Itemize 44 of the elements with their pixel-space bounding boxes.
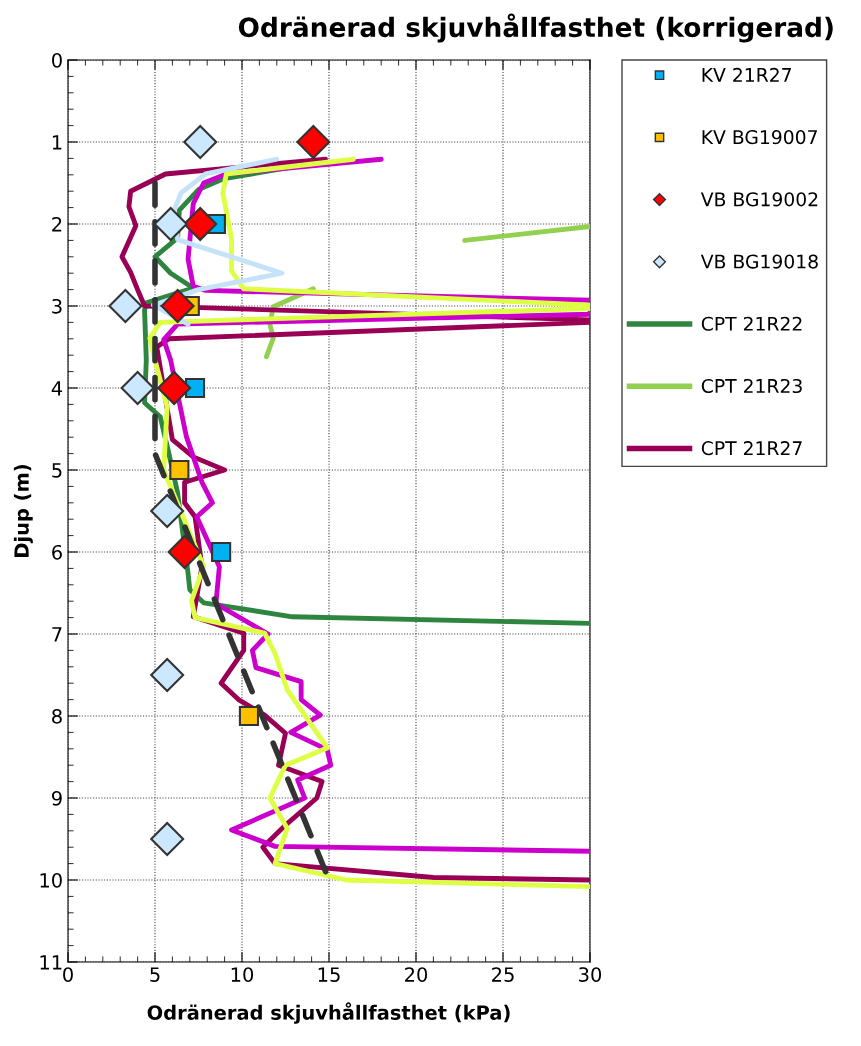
legend-label: CPT 21R27 <box>701 441 802 456</box>
y-tick-label: 2 <box>52 216 62 232</box>
y-tick-label: 4 <box>51 381 63 396</box>
legend-label: KV 21R27 <box>702 67 791 82</box>
point <box>183 125 218 159</box>
x-tick-label: 10 <box>231 967 254 982</box>
y-tick-label: 5 <box>52 463 62 478</box>
point <box>157 371 192 405</box>
legend-label: VB BG19018 <box>700 254 818 269</box>
legend-label: CPT 21R22 <box>701 316 802 331</box>
x-tick-label: 30 <box>579 967 602 982</box>
chart-title: Odränerad skjuvhållfasthet (korrigerad) <box>238 13 833 43</box>
y-tick-label: 10 <box>40 872 62 888</box>
y-tick-label: 6 <box>52 544 62 560</box>
point <box>238 705 260 727</box>
y-tick-label: 0 <box>52 52 62 68</box>
y-tick-label: 11 <box>40 955 62 970</box>
y-tick-label: 1 <box>52 135 62 150</box>
point <box>150 658 185 692</box>
legend-label: VB BG19002 <box>700 192 818 207</box>
point <box>169 459 190 481</box>
y-tick-label: 3 <box>52 298 62 314</box>
point <box>150 822 185 856</box>
x-tick-label: 0 <box>63 967 73 982</box>
point <box>167 535 202 569</box>
point <box>153 207 188 241</box>
y-tick-label: 8 <box>52 708 62 724</box>
point <box>183 207 218 241</box>
point <box>120 371 155 405</box>
y-axis-title: Djup (m) <box>13 464 33 557</box>
legend-label: CPT 21R23 <box>701 378 802 394</box>
y-tick-label: 7 <box>52 627 62 642</box>
x-tick-label: 15 <box>318 967 340 982</box>
y-tick-label: 9 <box>51 790 62 806</box>
x-axis-title: Odränerad skjuvhållfasthet (kPa) <box>147 1002 510 1024</box>
legend-label: KV BG19007 <box>702 130 817 145</box>
point <box>211 541 232 563</box>
x-tick-label: 20 <box>405 967 428 982</box>
x-tick-label: 5 <box>150 967 160 982</box>
point <box>150 494 185 528</box>
point <box>108 289 143 323</box>
x-tick-label: 25 <box>492 967 514 982</box>
point <box>160 289 195 323</box>
point <box>296 125 331 159</box>
